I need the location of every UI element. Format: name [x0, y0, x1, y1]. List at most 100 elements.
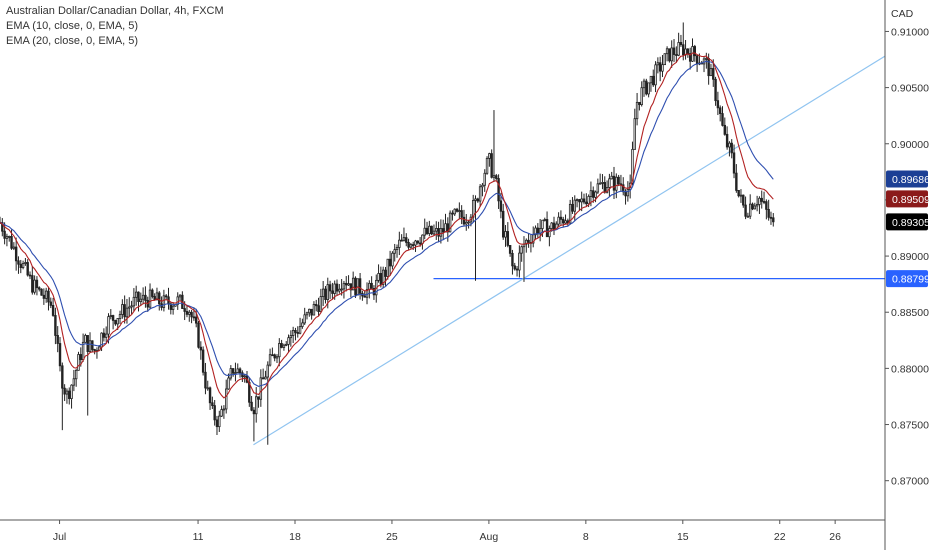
candle-body	[735, 172, 738, 191]
candle-body	[298, 326, 302, 334]
candle-body	[723, 124, 727, 135]
candle-body	[171, 305, 175, 310]
price-tag: 0.89305	[886, 213, 930, 231]
candle-body	[462, 216, 466, 225]
candle-body	[162, 295, 166, 308]
y-tick-label: 0.87500	[891, 420, 929, 432]
ascending-trendline[interactable]	[253, 55, 886, 446]
candle-body	[732, 152, 736, 174]
candle-body	[266, 364, 269, 378]
candle-body	[608, 178, 611, 188]
candle-body	[571, 203, 574, 212]
candle-body	[730, 142, 733, 154]
price-tag-label: 0.88799	[892, 274, 930, 286]
candle-body	[368, 282, 371, 290]
candle-body	[3, 230, 6, 239]
candle-body	[79, 354, 82, 361]
candle-body	[291, 329, 295, 336]
y-tick-label: 0.90500	[891, 83, 929, 95]
candle-body	[478, 186, 482, 202]
candle-body	[24, 262, 27, 264]
candle-body	[386, 258, 390, 277]
candle-body	[688, 53, 692, 62]
candle-body	[668, 48, 671, 62]
candle-body	[218, 415, 221, 428]
candle-body	[395, 247, 399, 251]
y-tick-label: 0.90000	[891, 139, 929, 151]
candle-body	[755, 204, 759, 207]
candle-body	[74, 369, 78, 380]
candle-body	[527, 239, 530, 243]
candle-body	[661, 64, 664, 72]
candle-body	[705, 58, 708, 60]
candle-body	[308, 308, 311, 314]
candle-body	[772, 217, 775, 223]
candle-body	[543, 219, 546, 221]
candle-body	[326, 284, 329, 300]
candle-body	[47, 290, 50, 303]
candle-body	[139, 298, 143, 303]
ema10-line	[0, 52, 774, 399]
candle-body	[38, 287, 41, 290]
candle-body	[132, 296, 136, 307]
candle-body	[564, 220, 567, 224]
candles-layer	[0, 22, 775, 445]
candle-body	[169, 303, 173, 310]
candle-body	[411, 244, 415, 246]
candle-body	[742, 194, 745, 206]
candle-body	[642, 80, 646, 89]
x-tick-label: 8	[583, 531, 589, 543]
candle-body	[227, 377, 230, 390]
x-tick-label: Aug	[480, 531, 499, 543]
candle-body	[513, 265, 516, 270]
candle-body	[363, 295, 366, 298]
candle-body	[718, 107, 722, 114]
candle-body	[483, 172, 486, 186]
candle-body	[264, 376, 267, 380]
candle-body	[393, 249, 396, 254]
candle-body	[476, 198, 480, 202]
candle-body	[384, 269, 387, 277]
candle-body	[178, 294, 182, 298]
candle-body	[128, 306, 131, 309]
candle-body	[12, 246, 16, 249]
candle-body	[114, 320, 117, 325]
y-tick-label: 0.88500	[891, 307, 929, 319]
candle-body	[658, 62, 662, 72]
candle-body	[538, 228, 542, 235]
candle-body	[379, 273, 383, 285]
candle-body	[134, 291, 138, 298]
candle-body	[580, 198, 583, 203]
ema10-legend-entry: EMA (10, close, 0, EMA, 5)	[6, 20, 139, 32]
candle-body	[545, 219, 549, 238]
candle-body	[372, 287, 376, 296]
candle-body	[439, 228, 443, 237]
candle-body	[506, 231, 510, 246]
candle-body	[259, 377, 263, 400]
candle-body	[194, 316, 198, 324]
candle-body	[511, 252, 514, 267]
candle-body	[748, 203, 752, 217]
candle-body	[204, 371, 207, 389]
candle-body	[573, 199, 576, 212]
ema-layer	[0, 52, 774, 399]
candle-body	[753, 205, 757, 210]
candle-body	[624, 191, 627, 197]
candle-body	[351, 277, 355, 291]
candle-body	[453, 208, 456, 215]
candle-body	[192, 316, 196, 319]
candle-body	[695, 55, 699, 65]
candle-body	[647, 82, 650, 95]
candle-body	[557, 216, 560, 225]
candle-body	[534, 227, 537, 236]
price-tag: 0.88799	[886, 270, 930, 288]
x-tick-label: 25	[386, 531, 398, 543]
candle-body	[33, 279, 36, 293]
candle-body	[495, 175, 498, 179]
candle-body	[70, 384, 73, 399]
candle-body	[116, 318, 119, 325]
candle-body	[746, 215, 750, 218]
candle-body	[213, 405, 216, 421]
candle-body	[617, 176, 620, 185]
